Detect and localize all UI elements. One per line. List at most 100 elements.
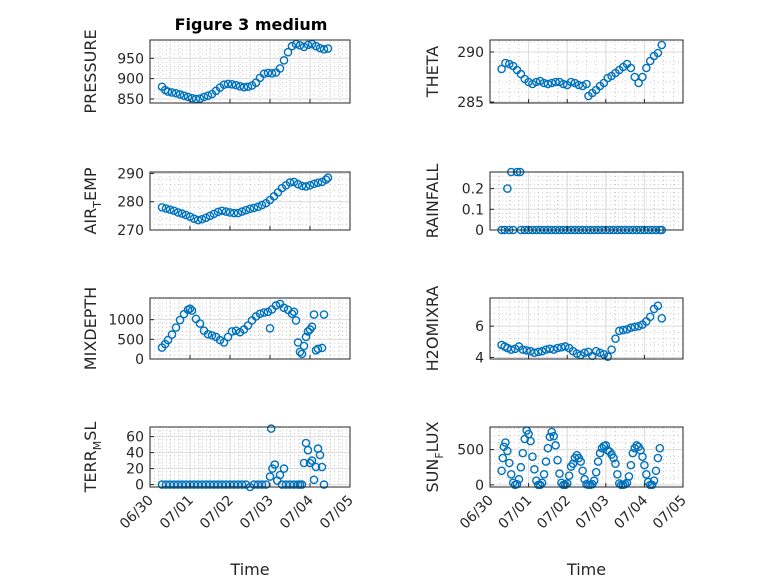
panel-8-data-point bbox=[651, 466, 661, 476]
panel-1-data-point bbox=[303, 40, 313, 50]
panel-5-ytick-label: 0 bbox=[135, 352, 144, 368]
panel-8-data-point bbox=[503, 446, 512, 456]
panel-7-ytick-label: 60 bbox=[126, 430, 144, 446]
panel-3-data-point bbox=[217, 206, 227, 216]
panel-2-data-point bbox=[638, 72, 647, 82]
panel-8-data-point bbox=[514, 474, 524, 484]
panel-7-data-point bbox=[315, 450, 325, 460]
panel-1-data-point bbox=[231, 80, 241, 90]
panel-6-data-point bbox=[603, 352, 613, 361]
panel-1-data-point bbox=[195, 94, 205, 103]
panel-8-axes-frame bbox=[489, 426, 684, 488]
panel-3-ytick-label: 290 bbox=[117, 166, 144, 182]
panel-5-data-point bbox=[207, 331, 217, 340]
panel-1-data-point bbox=[259, 69, 269, 79]
panel-7-data-point bbox=[299, 458, 309, 468]
panel-1-data-point bbox=[275, 64, 285, 73]
panel-5-data-point bbox=[291, 316, 301, 325]
panel-3-data-point bbox=[181, 210, 191, 220]
panel-8-data-point bbox=[498, 453, 508, 463]
panel-1-ytick-label: 850 bbox=[117, 92, 144, 108]
panel-1-data-point bbox=[223, 79, 233, 89]
panel-7-xtick-label: 07/05 bbox=[317, 493, 357, 533]
panel-8-data-point bbox=[609, 453, 618, 463]
panel-3-data-point bbox=[229, 208, 239, 218]
panel-7-data-point bbox=[305, 458, 315, 468]
panel-5-ylabel: MIXDEPTH bbox=[81, 287, 100, 370]
panel-7-xtick-label: 07/04 bbox=[277, 492, 317, 532]
panel-8-data-point bbox=[649, 476, 659, 485]
panel-1-data-point bbox=[203, 91, 213, 100]
panel-3-ytick-label: 270 bbox=[117, 223, 144, 239]
panel-5-ytick-label: 500 bbox=[117, 332, 144, 348]
panel-6-data-point bbox=[591, 346, 601, 356]
panel-1-data-point bbox=[267, 69, 277, 78]
panel-8-data-point bbox=[568, 459, 578, 469]
panel-2-ytick-label: 285 bbox=[457, 95, 484, 111]
panel-7-ytick-label: 0 bbox=[135, 478, 144, 494]
panel-5-data-point bbox=[295, 347, 305, 357]
panel-3-data-point bbox=[297, 181, 307, 191]
panel-7-data-point bbox=[270, 460, 280, 469]
panel-6-data-point bbox=[618, 325, 628, 335]
panel-7-data-point bbox=[205, 480, 215, 489]
panel-2-data-point bbox=[559, 79, 568, 89]
panel-4-ytick-label: 0.2 bbox=[462, 182, 484, 198]
panel-3-data-point bbox=[233, 208, 243, 218]
panel-8-data-point bbox=[530, 465, 539, 474]
panel-5-data-point bbox=[219, 338, 229, 347]
panel-8-data-point bbox=[537, 478, 547, 488]
panel-1-data-point bbox=[243, 82, 253, 92]
figure-title: Figure 3 medium bbox=[175, 15, 328, 34]
panel-1-ytick-label: 900 bbox=[117, 72, 144, 88]
panel-6-data-point bbox=[533, 347, 543, 357]
panel-8-data-point bbox=[539, 469, 549, 479]
panel-8-data-point bbox=[528, 452, 537, 461]
panel-6-data-point bbox=[560, 342, 570, 351]
panel-7-ylabel: TERRMSL bbox=[81, 422, 104, 494]
panel-3-data-point bbox=[157, 203, 167, 212]
panel-7-data-point bbox=[209, 480, 219, 489]
panel-5-data-point bbox=[299, 341, 309, 351]
panel-2-data-point bbox=[551, 77, 560, 87]
panel-2-data-point bbox=[566, 77, 576, 87]
panel-7-data-point bbox=[277, 480, 287, 489]
panel-5-data-point bbox=[163, 335, 173, 345]
panel-4-ytick-label: 0.1 bbox=[462, 202, 484, 218]
panel-7-data-point bbox=[233, 480, 243, 489]
panel-7-data-point bbox=[165, 480, 175, 489]
panel-6-data-point bbox=[626, 323, 636, 333]
panel-1-data-point bbox=[283, 47, 293, 57]
panel-8-xtick-label: 07/01 bbox=[496, 493, 536, 533]
panel-1-data-point bbox=[171, 88, 181, 98]
panel-3-data-point bbox=[205, 211, 215, 221]
panel-3-data-point bbox=[225, 208, 235, 217]
panel-2-data-point bbox=[657, 40, 667, 50]
panel-1-data-point bbox=[163, 87, 173, 96]
panel-8-data-point bbox=[611, 459, 620, 469]
panel-1-data-point bbox=[183, 92, 193, 102]
panel-7-xtick-label: 07/02 bbox=[197, 493, 237, 533]
panel-4-axes-frame bbox=[489, 171, 684, 231]
panel-8-data-point bbox=[504, 458, 514, 468]
panel-6-ylabel: H2OMIXRA bbox=[423, 286, 442, 372]
panel-8-data-point bbox=[640, 460, 649, 470]
panel-6-ytick-label: 6 bbox=[475, 319, 484, 335]
panel-3-ylabel: AIRTEMP bbox=[81, 167, 104, 234]
panel-8-data-point bbox=[555, 469, 564, 478]
panel-4-data-point bbox=[503, 184, 512, 193]
panel-8-data-point bbox=[626, 460, 636, 470]
panel-1-data-point bbox=[179, 91, 189, 100]
panel-8-data-point bbox=[545, 432, 555, 442]
panel-7-data-point bbox=[173, 480, 183, 489]
panel-7-data-point bbox=[309, 475, 319, 485]
panel-7-data-point bbox=[197, 480, 207, 489]
panel-6-data-point bbox=[530, 348, 539, 358]
panel-5-data-point bbox=[271, 301, 281, 310]
panel-7-xtick-label: 07/01 bbox=[157, 493, 197, 533]
panel-7-data-point bbox=[169, 480, 179, 489]
panel-7-xlabel: Time bbox=[229, 560, 269, 579]
panel-5-data-point bbox=[255, 309, 265, 319]
